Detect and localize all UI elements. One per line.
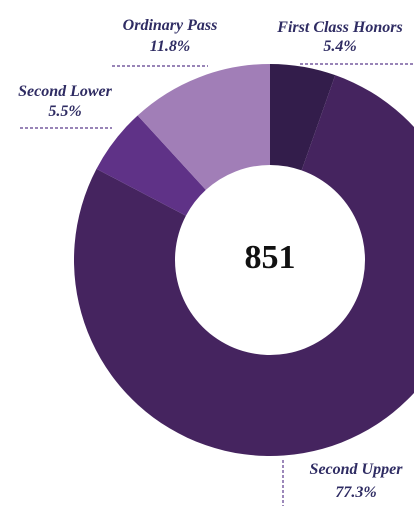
slice-label: Second Lower bbox=[18, 83, 113, 100]
slice-label: First Class Honors bbox=[276, 19, 402, 36]
slice-value-label: 77.3% bbox=[335, 484, 376, 501]
slice-label: Second Upper bbox=[310, 461, 404, 478]
donut-segment bbox=[270, 64, 336, 171]
slice-value-label: 11.8% bbox=[150, 38, 190, 55]
slice-label: Ordinary Pass bbox=[123, 17, 218, 34]
slice-value-label: 5.5% bbox=[48, 103, 81, 120]
slice-value-label: 5.4% bbox=[323, 38, 356, 55]
donut-segment bbox=[96, 115, 206, 216]
donut-segment bbox=[137, 64, 270, 190]
donut-segment bbox=[74, 75, 414, 456]
center-total: 851 bbox=[245, 239, 296, 276]
donut bbox=[74, 64, 414, 456]
